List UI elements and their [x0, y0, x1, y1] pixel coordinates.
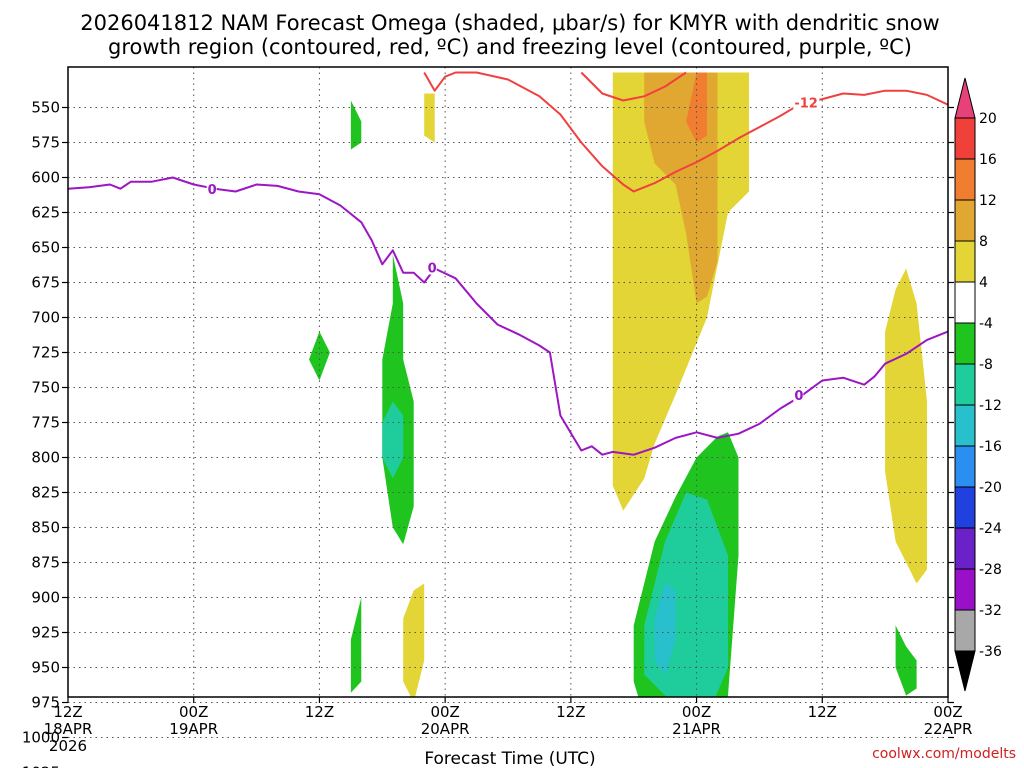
x-tick-label-60-1: 21APR	[672, 720, 721, 738]
y-tick-label-550: 550	[31, 99, 60, 117]
y-tick-label-925: 925	[31, 624, 60, 642]
omega-region-14	[885, 268, 927, 584]
x-tick-label-84-0: 00Z	[933, 703, 962, 721]
omega-region-3	[309, 331, 330, 381]
contour-label-2: 0	[794, 389, 803, 404]
colorbar-label-1: 16	[979, 152, 997, 168]
y-tick-label-750: 750	[31, 379, 60, 397]
y-tick-label-575: 575	[31, 134, 60, 152]
omega-region-0	[350, 100, 362, 150]
colorbar-segment-1	[954, 158, 976, 201]
x-tick-label-0-2: 2026	[49, 737, 87, 755]
contour-label-bg-0	[206, 182, 217, 197]
omega-region-13	[686, 72, 707, 143]
contour-line-1	[423, 71, 948, 193]
colorbar-label-11: -28	[979, 562, 1002, 578]
y-tick-label-700: 700	[31, 309, 60, 327]
colorbar-segment-10	[954, 527, 976, 570]
colorbar-label-2: 12	[979, 193, 997, 209]
contour-label-bg-1	[426, 260, 437, 275]
contour-label-bg-2	[793, 387, 804, 402]
colorbar-segment-0	[954, 117, 976, 160]
x-tick-label-72-0: 12Z	[808, 703, 837, 721]
colorbar-label-10: -24	[979, 521, 1002, 537]
contour-line-0	[68, 176, 948, 456]
colorbar-segment-6	[954, 363, 976, 406]
omega-region-10	[403, 583, 425, 697]
colorbar-label-8: -16	[979, 439, 1002, 455]
x-tick-label-12-0: 00Z	[179, 703, 208, 721]
omega-region-6	[644, 492, 728, 697]
omega-region-8	[895, 625, 917, 696]
x-axis-label: Forecast Time (UTC)	[424, 749, 595, 768]
x-tick-label-36-0: 00Z	[430, 703, 459, 721]
colorbar-segment-12	[954, 609, 976, 652]
omega-region-7	[654, 583, 676, 675]
colorbar: 20 16 12 8 4 -4 -8 -12 -16 -20 -24 -28 -32 -36	[954, 77, 1002, 692]
colorbar-label-4: 4	[979, 275, 988, 291]
y-tick-label-725: 725	[31, 344, 60, 362]
y-tick-label-950: 950	[31, 659, 60, 677]
x-tick-label-0-0: 12Z	[53, 703, 82, 721]
omega-region-1	[382, 254, 414, 545]
colorbar-segment-7	[954, 404, 976, 447]
y-tick-label-650: 650	[31, 239, 60, 257]
x-tick-label-48-0: 12Z	[556, 703, 585, 721]
x-tick-label-0-1: 18APR	[44, 720, 93, 738]
x-tick-label-60-0: 00Z	[682, 703, 711, 721]
colorbar-top-triangle	[954, 77, 976, 119]
credit-text: coolwx.com/modelts	[872, 746, 1016, 762]
y-tick-label-800: 800	[31, 449, 60, 467]
y-tick-label-850: 850	[31, 519, 60, 537]
y-tick-label-675: 675	[31, 274, 60, 292]
y-tick-label-975: 975	[31, 694, 60, 712]
plot-frame	[67, 66, 949, 698]
colorbar-segment-9	[954, 486, 976, 529]
y-tick-label-1000: 1000	[22, 729, 60, 747]
colorbar-label-0: 20	[979, 111, 997, 127]
colorbar-bottom-triangle	[954, 650, 976, 692]
y-tick-label-625: 625	[31, 204, 60, 222]
contours: 0 0 0 -12	[68, 71, 948, 456]
y-axis: 550 575 600 625 650 675 700 725 750 775 800 825 850 8…	[22, 99, 954, 768]
y-tick-label-825: 825	[31, 484, 60, 502]
colorbar-label-7: -12	[979, 398, 1002, 414]
colorbar-label-9: -20	[979, 480, 1002, 496]
contour-label-0: 0	[208, 183, 217, 198]
y-tick-label-875: 875	[31, 554, 60, 572]
y-tick-label-600: 600	[31, 169, 60, 187]
omega-region-2	[382, 401, 404, 479]
colorbar-segment-8	[954, 445, 976, 488]
colorbar-segment-4	[954, 281, 976, 324]
contour-label-1: 0	[428, 262, 437, 277]
omega-region-4	[350, 558, 362, 693]
grid	[68, 67, 948, 738]
y-tick-label-1025: 1025	[22, 764, 60, 768]
colorbar-label-12: -32	[979, 603, 1002, 619]
colorbar-label-5: -4	[979, 316, 993, 332]
colorbar-label-3: 8	[979, 234, 988, 250]
contour-label-3: -12	[794, 96, 818, 111]
colorbar-label-6: -8	[979, 357, 993, 373]
y-tick-label-775: 775	[31, 414, 60, 432]
contour-line-2	[580, 71, 687, 102]
x-tick-label-12-1: 19APR	[169, 720, 218, 738]
colorbar-segment-5	[954, 322, 976, 365]
y-tick-label-900: 900	[31, 589, 60, 607]
colorbar-segment-2	[954, 199, 976, 242]
chart-title-line-1: 2026041812 NAM Forecast Omega (shaded, μ…	[80, 11, 939, 35]
colorbar-label-13: -36	[979, 644, 1002, 660]
colorbar-segment-3	[954, 240, 976, 283]
chart-title-line-2: growth region (contoured, red, ºC) and f…	[108, 35, 912, 59]
x-tick-label-84-1: 22APR	[924, 720, 973, 738]
omega-shading	[309, 72, 927, 697]
colorbar-segment-11	[954, 568, 976, 611]
omega-region-9	[424, 93, 435, 143]
x-tick-label-24-0: 12Z	[305, 703, 334, 721]
contour-label-bg-3	[793, 95, 820, 110]
x-tick-label-36-1: 20APR	[421, 720, 470, 738]
